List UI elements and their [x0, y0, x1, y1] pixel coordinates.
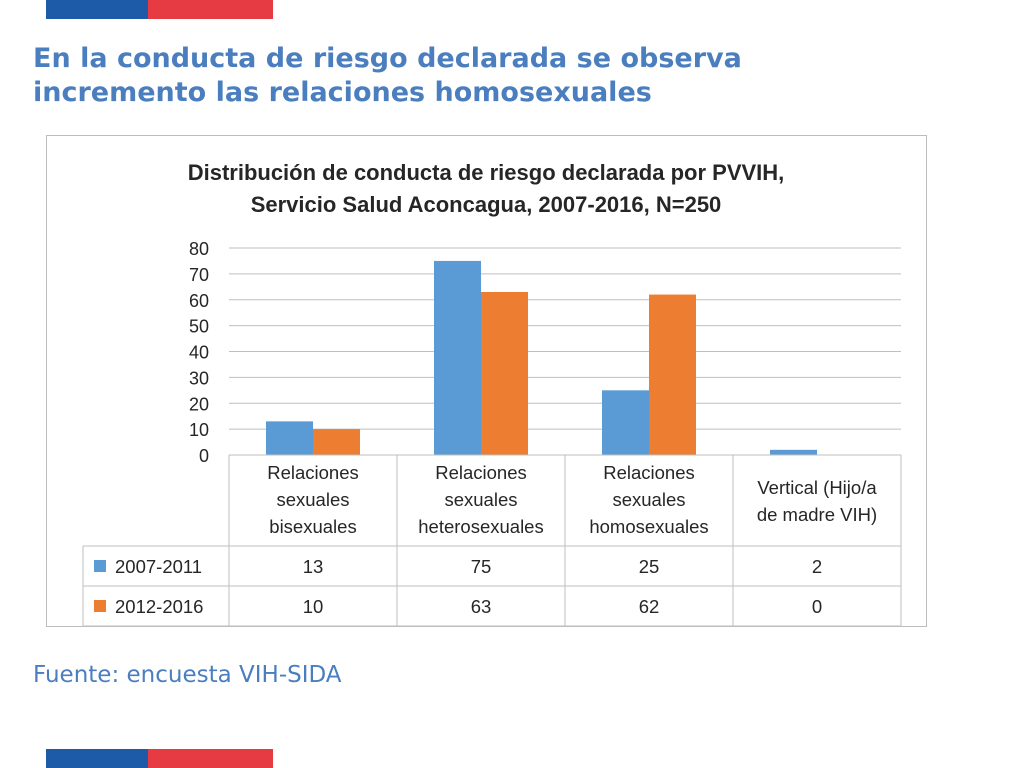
bar-2007-2011-4 [770, 449, 817, 455]
category-label: homosexuales [589, 516, 708, 537]
table-value: 13 [303, 556, 324, 577]
legend-label-2007-2011: 2007-2011 [115, 556, 202, 577]
bar-chart: Distribución de conducta de riesgo decla… [82, 160, 902, 626]
category-label: Relaciones [603, 462, 695, 483]
category-label: de madre VIH) [757, 504, 877, 525]
chart-title-line-1: Distribución de conducta de riesgo decla… [188, 160, 785, 185]
flag-bar-bottom [46, 749, 273, 768]
legend-label-2012-2016: 2012-2016 [115, 596, 203, 617]
bar-2007-2011-2 [434, 260, 481, 455]
source-note: Fuente: encuesta VIH-SIDA [33, 662, 342, 688]
slide-title-line-2: incremento las relaciones homosexuales [33, 77, 652, 108]
y-tick-label: 40 [189, 343, 209, 363]
bar-2007-2011-1 [266, 421, 313, 455]
slide-title-line-1: En la conducta de riesgo declarada se ob… [33, 43, 742, 74]
y-tick-label: 0 [199, 446, 209, 466]
table-value: 10 [303, 596, 324, 617]
flag-blue-segment [46, 749, 148, 768]
category-label: sexuales [444, 489, 517, 510]
flag-red-segment [148, 749, 273, 768]
slide-title: En la conducta de riesgo declarada se ob… [33, 42, 933, 110]
table-value: 63 [471, 596, 492, 617]
y-tick-label: 20 [189, 394, 209, 414]
table-value: 2 [812, 556, 822, 577]
y-tick-label: 80 [189, 239, 209, 259]
table-value: 0 [812, 596, 822, 617]
category-label: Relaciones [435, 462, 527, 483]
y-tick-label: 60 [189, 291, 209, 311]
category-label: sexuales [612, 489, 685, 510]
table-value: 62 [639, 596, 660, 617]
bar-2012-2016-2 [481, 291, 528, 455]
legend-key-2007-2011 [94, 560, 106, 572]
y-tick-label: 30 [189, 368, 209, 388]
y-tick-label: 70 [189, 265, 209, 285]
bar-2012-2016-1 [313, 429, 360, 455]
category-label: bisexuales [269, 516, 356, 537]
category-label: heterosexuales [418, 516, 543, 537]
bar-2007-2011-3 [602, 390, 649, 455]
bar-2012-2016-3 [649, 294, 696, 455]
y-tick-label: 50 [189, 317, 209, 337]
category-label: sexuales [276, 489, 349, 510]
flag-blue-segment [46, 0, 148, 19]
category-label: Vertical (Hijo/a [757, 477, 877, 498]
table-value: 25 [639, 556, 660, 577]
legend-key-2012-2016 [94, 600, 106, 612]
category-label: Relaciones [267, 462, 359, 483]
chart-title-line-2: Servicio Salud Aconcagua, 2007-2016, N=2… [251, 192, 722, 217]
table-value: 75 [471, 556, 492, 577]
chart-frame: Distribución de conducta de riesgo decla… [46, 135, 927, 627]
y-tick-label: 10 [189, 420, 209, 440]
flag-bar-top [46, 0, 273, 19]
flag-red-segment [148, 0, 273, 19]
